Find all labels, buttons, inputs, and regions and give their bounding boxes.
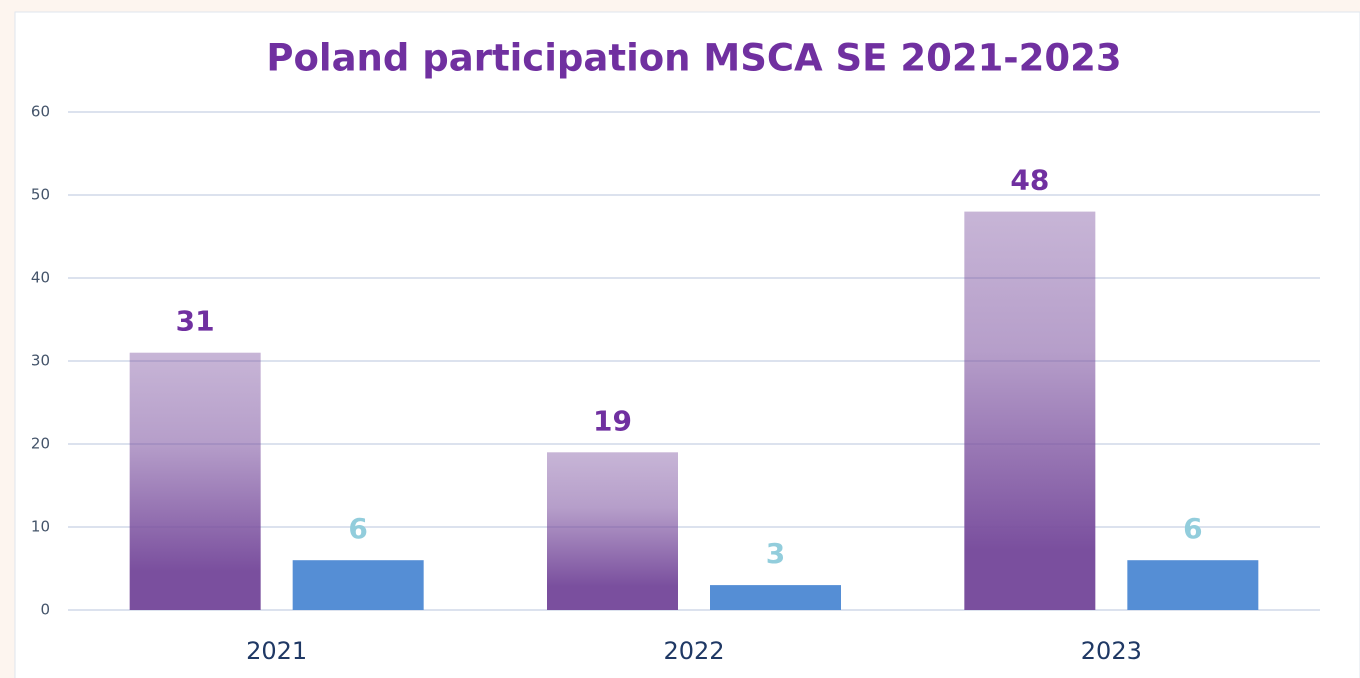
bar: [1127, 560, 1259, 610]
bar: [292, 560, 424, 610]
y-tick-label: 30: [31, 352, 50, 370]
y-tick-label: 10: [31, 518, 50, 536]
bar: [710, 585, 841, 610]
y-tick-label: 50: [31, 186, 50, 204]
bar: [547, 452, 678, 610]
chart-title: Poland participation MSCA SE 2021-2023: [266, 37, 1121, 80]
x-tick-label: 2022: [663, 637, 724, 665]
x-tick-label: 2021: [246, 637, 307, 665]
x-tick-label: 2023: [1081, 637, 1142, 665]
value-label: 19: [593, 404, 632, 437]
value-label: 6: [348, 512, 367, 545]
y-tick-label: 40: [31, 269, 50, 287]
y-tick-label: 0: [40, 601, 50, 619]
value-label: 6: [1183, 512, 1202, 545]
y-tick-label: 20: [31, 435, 50, 453]
value-label: 48: [1010, 164, 1049, 197]
value-label: 3: [766, 537, 785, 570]
y-tick-label: 60: [31, 103, 50, 121]
bar: [129, 352, 261, 610]
value-label: 31: [176, 305, 215, 338]
bar: [964, 211, 1096, 610]
